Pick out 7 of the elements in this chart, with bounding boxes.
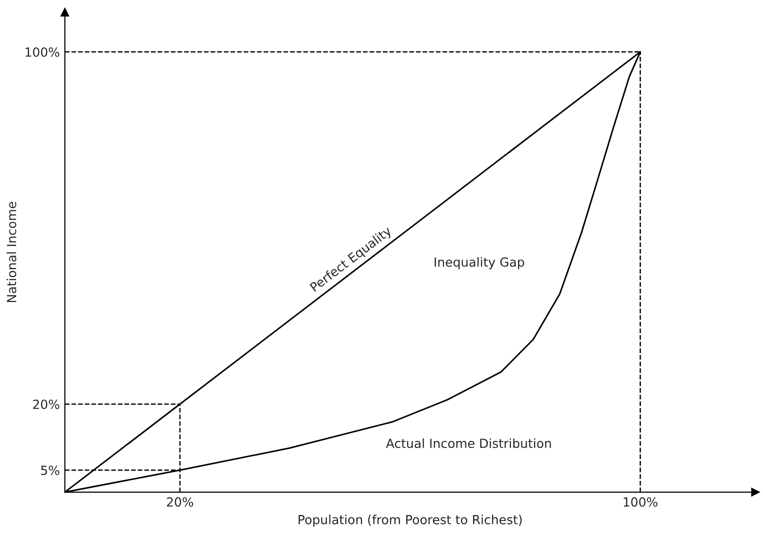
series-label: Actual Income Distribution <box>386 438 551 448</box>
y-axis-title: National Income <box>6 202 16 302</box>
y-tick-label: 20% <box>33 400 60 410</box>
y-tick-label: 100% <box>26 47 60 57</box>
annotation: Inequality Gap <box>434 257 524 270</box>
y-tick-label: 5% <box>41 466 60 476</box>
x-axis-title: Population (from Poorest to Richest) <box>298 514 522 527</box>
